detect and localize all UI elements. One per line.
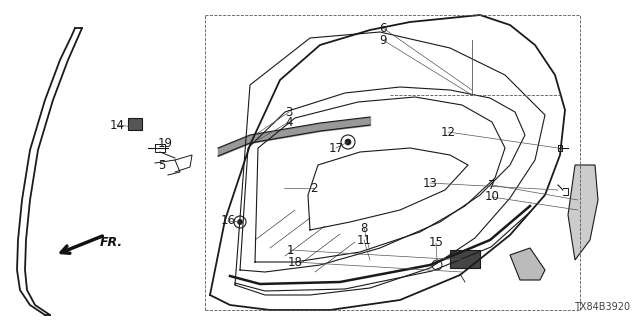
Text: 19: 19 xyxy=(157,137,173,149)
Text: 7: 7 xyxy=(488,179,496,191)
Text: 15: 15 xyxy=(429,236,444,250)
Text: 16: 16 xyxy=(221,214,236,228)
Text: 18: 18 xyxy=(287,255,303,268)
Text: 11: 11 xyxy=(356,234,371,246)
Text: 8: 8 xyxy=(360,221,368,235)
Text: 10: 10 xyxy=(484,190,499,204)
Text: 13: 13 xyxy=(422,177,437,189)
Text: 4: 4 xyxy=(285,116,292,129)
Bar xyxy=(450,250,480,268)
Text: 1: 1 xyxy=(286,244,294,257)
Text: 2: 2 xyxy=(310,181,317,195)
Polygon shape xyxy=(568,165,598,260)
Circle shape xyxy=(345,139,351,145)
Bar xyxy=(128,118,142,130)
Polygon shape xyxy=(510,248,545,280)
Text: 14: 14 xyxy=(109,118,125,132)
Circle shape xyxy=(237,220,243,225)
Text: 9: 9 xyxy=(380,34,387,46)
Text: 6: 6 xyxy=(380,21,387,35)
Text: 12: 12 xyxy=(440,125,456,139)
Text: FR.: FR. xyxy=(100,236,123,249)
Text: 3: 3 xyxy=(285,106,292,118)
Text: TX84B3920: TX84B3920 xyxy=(574,302,630,312)
Text: 17: 17 xyxy=(328,141,344,155)
Text: 5: 5 xyxy=(158,158,166,172)
